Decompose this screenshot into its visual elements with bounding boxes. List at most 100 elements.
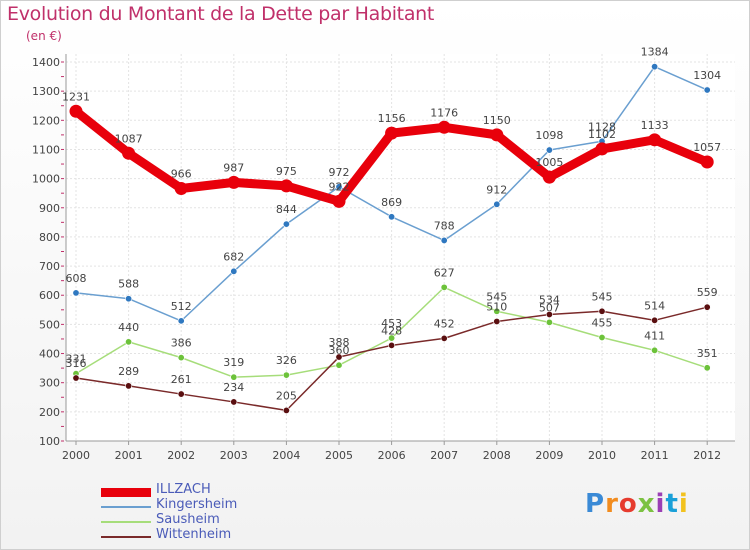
data-label-kingersheim: 972 (329, 166, 350, 179)
data-point-sausheim (545, 318, 553, 326)
data-point-wittenheim (230, 398, 238, 406)
data-label-wittenheim: 316 (66, 357, 87, 370)
chart-title: Evolution du Montant de la Dette par Hab… (7, 3, 435, 25)
data-label-sausheim: 360 (329, 344, 350, 357)
data-label-wittenheim: 428 (381, 324, 402, 337)
data-label-illzach: 1102 (588, 128, 616, 141)
data-label-kingersheim: 588 (118, 278, 139, 291)
data-point-kingersheim (72, 289, 80, 297)
data-label-kingersheim: 1304 (693, 69, 721, 82)
data-point-kingersheim (651, 63, 659, 71)
y-tick-label: 300 (39, 377, 60, 390)
data-point-illzach (279, 179, 293, 193)
legend-swatch (101, 536, 151, 538)
data-point-sausheim (125, 338, 133, 346)
data-label-wittenheim: 545 (592, 290, 613, 303)
y-tick-label: 1000 (32, 173, 60, 186)
data-label-illzach: 1231 (62, 90, 90, 103)
logo-letter: x (637, 489, 656, 519)
data-point-illzach (174, 182, 188, 196)
legend-label: Kingersheim (156, 497, 238, 512)
data-label-wittenheim: 534 (539, 293, 560, 306)
y-tick-label: 400 (39, 348, 60, 361)
logo-letter: r (605, 489, 619, 519)
x-tick-label: 2008 (483, 449, 511, 462)
x-tick-label: 2003 (220, 449, 248, 462)
data-point-kingersheim (388, 213, 396, 221)
data-label-wittenheim: 510 (486, 300, 507, 313)
y-tick-label: 900 (39, 202, 60, 215)
data-point-wittenheim (335, 353, 343, 361)
data-label-sausheim: 411 (644, 329, 665, 342)
data-label-kingersheim: 869 (381, 196, 402, 209)
data-label-wittenheim: 289 (118, 365, 139, 378)
data-point-kingersheim (177, 317, 185, 325)
data-point-sausheim (651, 346, 659, 354)
data-label-sausheim: 386 (171, 337, 192, 350)
data-label-sausheim: 507 (539, 301, 560, 314)
y-tick-label: 100 (39, 435, 60, 448)
data-point-sausheim (598, 334, 606, 342)
x-tick-label: 2009 (535, 449, 563, 462)
y-tick-label: 500 (39, 318, 60, 331)
data-point-wittenheim (388, 341, 396, 349)
data-point-illzach (385, 126, 399, 140)
data-point-kingersheim (230, 267, 238, 275)
data-label-wittenheim: 514 (644, 299, 665, 312)
data-point-illzach (69, 104, 83, 118)
data-label-sausheim: 545 (486, 290, 507, 303)
data-point-illzach (122, 146, 136, 160)
data-point-illzach (332, 194, 346, 208)
data-label-sausheim: 319 (223, 356, 244, 369)
data-point-wittenheim (72, 374, 80, 382)
x-tick-label: 2012 (693, 449, 721, 462)
data-label-illzach: 922 (329, 180, 350, 193)
data-point-wittenheim (703, 303, 711, 311)
data-point-wittenheim (651, 316, 659, 324)
y-tick-label: 1300 (32, 85, 60, 98)
x-tick-label: 2006 (378, 449, 406, 462)
legend-label: Sausheim (156, 512, 220, 527)
data-label-kingersheim: 788 (434, 219, 455, 232)
data-label-illzach: 1057 (693, 141, 721, 154)
data-point-kingersheim (125, 295, 133, 303)
data-label-illzach: 987 (223, 161, 244, 174)
legend-swatch (101, 521, 151, 523)
data-point-kingersheim (335, 183, 343, 191)
data-point-illzach (227, 175, 241, 189)
data-label-kingersheim: 512 (171, 300, 192, 313)
data-point-illzach (648, 133, 662, 147)
x-tick-label: 2005 (325, 449, 353, 462)
logo-letter: P (585, 489, 606, 519)
data-point-wittenheim (125, 382, 133, 390)
x-tick-label: 2007 (430, 449, 458, 462)
data-label-kingersheim: 1098 (535, 129, 563, 142)
logo-letter: i (655, 489, 666, 519)
data-point-sausheim (230, 373, 238, 381)
data-point-sausheim (335, 361, 343, 369)
data-point-wittenheim (282, 406, 290, 414)
x-tick-label: 2002 (167, 449, 195, 462)
data-point-illzach (542, 170, 556, 184)
data-point-sausheim (440, 283, 448, 291)
data-label-kingersheim: 1128 (588, 120, 616, 133)
y-tick-label: 700 (39, 260, 60, 273)
data-point-kingersheim (545, 146, 553, 154)
data-point-sausheim (177, 354, 185, 362)
data-label-sausheim: 440 (118, 321, 139, 334)
data-point-wittenheim (440, 334, 448, 342)
data-label-sausheim: 326 (276, 354, 297, 367)
data-label-illzach: 966 (171, 168, 192, 181)
x-tick-label: 2004 (272, 449, 300, 462)
data-label-sausheim: 331 (66, 353, 87, 366)
x-tick-label: 2000 (62, 449, 90, 462)
data-point-sausheim (703, 364, 711, 372)
data-point-sausheim (282, 371, 290, 379)
x-tick-label: 2011 (641, 449, 669, 462)
data-point-illzach (595, 142, 609, 156)
data-label-illzach: 1133 (641, 119, 669, 132)
logo-letter: i (678, 489, 689, 519)
data-label-kingersheim: 682 (223, 250, 244, 263)
y-tick-label: 800 (39, 231, 60, 244)
